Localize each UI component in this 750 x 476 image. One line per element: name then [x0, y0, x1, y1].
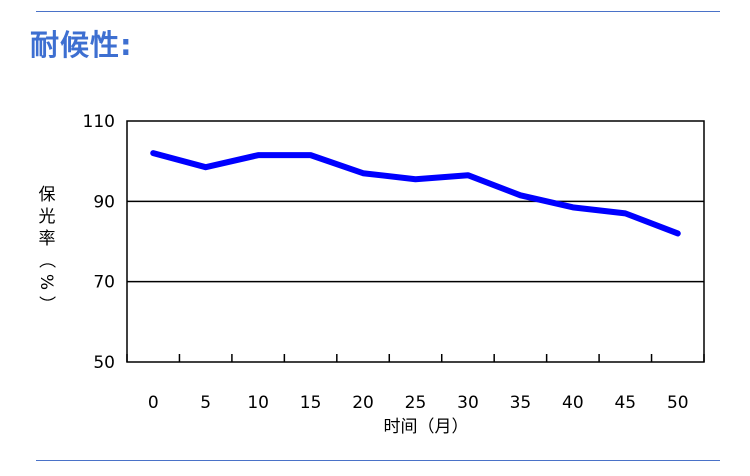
- y-axis-title-char: %: [36, 274, 56, 290]
- data-point: [308, 152, 314, 158]
- y-tick-label: 90: [93, 192, 115, 212]
- data-point: [413, 176, 418, 182]
- x-tick-label: 20: [352, 393, 374, 413]
- data-point: [622, 210, 628, 216]
- x-tick-label: 35: [510, 393, 532, 413]
- y-tick-label: 70: [93, 273, 115, 293]
- x-axis-title: 时间（月）: [384, 417, 469, 437]
- section-heading: 耐候性:: [30, 28, 133, 62]
- data-point: [570, 204, 576, 210]
- x-tick-label: 10: [247, 393, 269, 413]
- y-axis-title-char: ）: [36, 296, 56, 313]
- x-tick-label: 15: [300, 393, 322, 413]
- data-point: [517, 192, 523, 198]
- plot-frame: [126, 120, 705, 363]
- x-tick-label: 45: [614, 393, 636, 413]
- data-point: [360, 170, 366, 176]
- y-axis-title-char: 保: [39, 185, 56, 205]
- data-point: [465, 172, 471, 178]
- y-tick-label: 50: [93, 353, 115, 373]
- y-axis-title-char: 率: [39, 229, 56, 249]
- y-axis-title-char: （: [36, 252, 56, 269]
- data-point: [675, 230, 681, 236]
- bottom-divider: [36, 460, 720, 461]
- x-tick-label: 40: [562, 393, 584, 413]
- top-divider: [36, 11, 720, 12]
- x-tick-label: 5: [200, 393, 211, 413]
- x-tick-label: 30: [457, 393, 479, 413]
- y-axis-title: 保光率 （% ）: [36, 185, 56, 313]
- x-tick-label: 0: [148, 393, 159, 413]
- x-tick-label: 50: [667, 393, 689, 413]
- data-point: [203, 164, 209, 170]
- data-point: [255, 152, 261, 158]
- y-axis-title-char: 光: [39, 207, 56, 227]
- series-line: [150, 150, 681, 237]
- y-tick-label: 110: [83, 112, 115, 132]
- data-point: [150, 150, 156, 156]
- x-tick-label: 25: [405, 393, 427, 413]
